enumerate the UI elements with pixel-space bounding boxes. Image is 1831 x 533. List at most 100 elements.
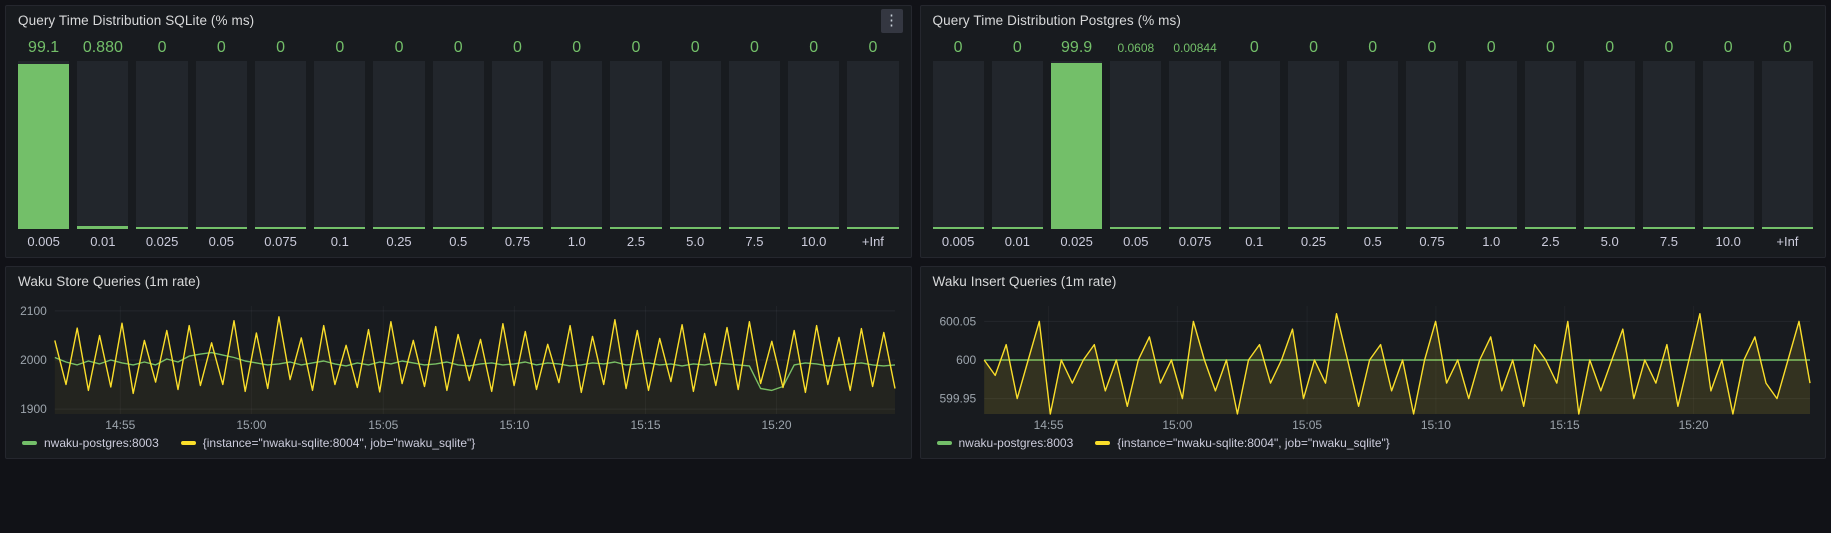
panel-query-time-sqlite: Query Time Distribution SQLite (% ms) ⋮ … xyxy=(5,5,912,258)
bar-column: 0.00844 0.075 xyxy=(1169,35,1221,251)
svg-text:15:15: 15:15 xyxy=(1549,418,1579,432)
bar-tick-label: 0.075 xyxy=(1178,234,1212,249)
bar-track xyxy=(991,61,1043,229)
bar-value: 0 xyxy=(1309,39,1318,56)
bar-track xyxy=(847,61,899,229)
bar-fill xyxy=(788,227,840,229)
bar-column: 0.880 0.01 xyxy=(77,35,129,251)
panel-title-postgres[interactable]: Query Time Distribution Postgres (% ms) xyxy=(932,13,1181,28)
svg-text:15:15: 15:15 xyxy=(630,418,660,432)
insert-queries-chart-area: 600.05 600 599.95 14:55 15:00 15:05 15:10 15:15… xyxy=(921,296,1826,434)
bar-tick-label: 0.75 xyxy=(504,234,531,249)
series-swatch-yellow xyxy=(180,441,196,445)
bar-track xyxy=(1287,61,1340,229)
legend: nwaku-postgres:8003 {instance="nwaku-sql… xyxy=(921,434,1826,458)
panel-waku-insert-queries: Waku Insert Queries (1m rate) 600.05 600 5… xyxy=(919,266,1826,459)
bar-column: 0 0.75 xyxy=(1406,35,1458,251)
bar-value: 0 xyxy=(953,39,963,56)
bar-tick-label: 1.0 xyxy=(567,234,586,249)
bar-tick-label: 0.01 xyxy=(1004,234,1030,249)
bar-value: 0 xyxy=(276,39,285,56)
panel-title-insert-queries[interactable]: Waku Insert Queries (1m rate) xyxy=(932,274,1117,289)
bar-track xyxy=(1643,61,1695,229)
bar-column: 0 0.01 xyxy=(991,35,1043,251)
bar-column: 99.9 0.025 xyxy=(1050,35,1103,251)
bar-column: 0 0.5 xyxy=(432,35,484,251)
bar-tick-label: +Inf xyxy=(1776,234,1799,249)
bar-column: 0 0.025 xyxy=(136,35,188,251)
bar-track xyxy=(669,61,721,229)
bar-track xyxy=(136,61,188,229)
series-swatch-green xyxy=(936,441,952,445)
bar-column: 0 5.0 xyxy=(669,35,721,251)
legend-item-nwaku-sqlite[interactable]: {instance="nwaku-sqlite:8004", job="nwak… xyxy=(180,436,475,450)
bar-value: 99.1 xyxy=(28,39,60,56)
bar-value: 0 xyxy=(394,39,404,56)
bar-track xyxy=(551,61,603,229)
bar-value: 0 xyxy=(1249,39,1259,56)
bar-tick-label: 0.025 xyxy=(145,234,179,249)
bar-track xyxy=(195,61,247,229)
bar-tick-label: 0.005 xyxy=(941,234,975,249)
bar-fill xyxy=(1110,226,1162,229)
legend-item-nwaku-sqlite[interactable]: {instance="nwaku-sqlite:8004", job="nwak… xyxy=(1095,436,1390,450)
legend-label: {instance="nwaku-sqlite:8004", job="nwak… xyxy=(1117,436,1390,450)
bar-value: 0 xyxy=(809,39,819,56)
bar-tick-label: 2.5 xyxy=(626,234,645,249)
bar-tick-label: 1.0 xyxy=(1482,234,1501,249)
bar-tick-label: +Inf xyxy=(861,234,884,249)
legend: nwaku-postgres:8003 {instance="nwaku-sql… xyxy=(6,434,911,458)
bar-fill xyxy=(669,227,721,229)
bar-value: 0 xyxy=(1427,39,1437,56)
bar-column: 0 2.5 xyxy=(1524,35,1577,251)
bar-column: 0 0.25 xyxy=(1287,35,1340,251)
bar-column: 0 7.5 xyxy=(1643,35,1695,251)
bar-column: 0 0.25 xyxy=(373,35,425,251)
bar-track xyxy=(491,61,544,229)
bar-value: 0 xyxy=(631,39,641,56)
bar-track xyxy=(77,61,129,229)
panel-title-store-queries[interactable]: Waku Store Queries (1m rate) xyxy=(18,274,201,289)
bar-value: 0 xyxy=(1782,39,1792,56)
bar-track xyxy=(1406,61,1458,229)
bar-fill xyxy=(195,227,247,229)
bar-tick-label: 7.5 xyxy=(745,234,764,249)
bar-fill xyxy=(314,227,366,229)
svg-text:600.05: 600.05 xyxy=(939,314,976,328)
series-swatch-green xyxy=(22,441,37,445)
series-swatch-yellow xyxy=(1095,441,1111,445)
bar-fill xyxy=(1584,227,1636,229)
bar-column: 0 0.075 xyxy=(254,35,307,251)
svg-text:599.95: 599.95 xyxy=(939,392,976,406)
bar-track xyxy=(610,61,662,229)
panel-title-sqlite[interactable]: Query Time Distribution SQLite (% ms) xyxy=(18,13,255,28)
bar-tick-label: 0.5 xyxy=(1363,234,1382,249)
bar-value: 0 xyxy=(1723,39,1733,56)
bar-column: 0 2.5 xyxy=(610,35,662,251)
bar-fill xyxy=(1347,227,1399,229)
bar-fill xyxy=(373,227,425,229)
bar-gauge-postgres: 0 0.005 0 0.01 99.9 0.025 0.0608 0.05 0.00844 0.0… xyxy=(921,35,1826,257)
bar-tick-label: 0.01 xyxy=(90,234,116,249)
series-line-yellow xyxy=(54,316,896,395)
bar-value: 0.880 xyxy=(82,39,123,56)
bar-tick-label: 5.0 xyxy=(686,234,705,249)
bar-tick-label: 0.005 xyxy=(27,234,60,249)
bar-track xyxy=(1228,61,1280,229)
svg-text:15:00: 15:00 xyxy=(236,418,266,432)
panel-header: Waku Insert Queries (1m rate) xyxy=(921,267,1826,296)
bar-column: 0 10.0 xyxy=(1702,35,1754,251)
legend-item-nwaku-postgres[interactable]: nwaku-postgres:8003 xyxy=(936,436,1073,450)
series-fill-yellow xyxy=(54,316,896,414)
bar-column: 0 0.5 xyxy=(1347,35,1399,251)
bar-fill xyxy=(1228,227,1280,229)
bar-value: 0 xyxy=(1486,39,1496,56)
bar-tick-label: 0.25 xyxy=(1300,234,1327,249)
bar-value: 0 xyxy=(513,39,522,56)
store-queries-chart[interactable]: 2100 2000 1900 14:55 15:00 15:05 15:10 15:15 15:… xyxy=(12,298,905,434)
bar-value: 0 xyxy=(335,39,345,56)
legend-item-nwaku-postgres[interactable]: nwaku-postgres:8003 xyxy=(22,436,159,450)
kebab-menu-icon[interactable]: ⋮ xyxy=(880,8,903,33)
insert-queries-chart[interactable]: 600.05 600 599.95 14:55 15:00 15:05 15:10 15:15… xyxy=(927,298,1820,434)
bar-tick-label: 0.75 xyxy=(1419,234,1445,249)
